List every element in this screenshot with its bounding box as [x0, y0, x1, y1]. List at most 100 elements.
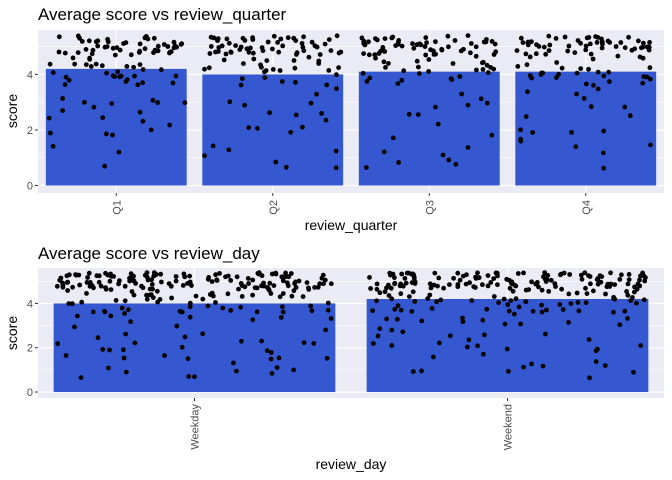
- data-point: [541, 274, 546, 280]
- data-point: [510, 288, 516, 294]
- data-point: [489, 39, 495, 44]
- data-point: [381, 149, 387, 155]
- data-point: [523, 114, 529, 119]
- data-point: [433, 104, 438, 110]
- data-point: [411, 45, 417, 51]
- data-point: [527, 73, 533, 78]
- data-point: [72, 324, 77, 330]
- data-point: [540, 363, 546, 369]
- data-point: [583, 300, 589, 306]
- data-point: [419, 368, 424, 374]
- data-point: [553, 284, 558, 289]
- data-point: [433, 39, 438, 45]
- data-point: [233, 43, 239, 48]
- data-point: [259, 338, 264, 344]
- data-point: [63, 353, 69, 358]
- data-point: [56, 34, 62, 40]
- data-point: [382, 49, 388, 54]
- data-point: [364, 79, 370, 84]
- data-point: [62, 82, 68, 87]
- data-point: [216, 45, 222, 50]
- data-point: [455, 270, 461, 276]
- data-point: [292, 65, 298, 71]
- data-point: [626, 272, 632, 277]
- data-point: [149, 277, 155, 283]
- data-point: [308, 100, 314, 106]
- data-point: [148, 292, 154, 297]
- data-point: [250, 50, 256, 56]
- chart-1-bars: [45, 68, 657, 186]
- data-point: [239, 76, 245, 81]
- data-point: [70, 301, 75, 307]
- data-point: [214, 277, 220, 283]
- data-point: [447, 282, 452, 287]
- data-point: [513, 283, 519, 289]
- data-point: [417, 71, 422, 76]
- data-point: [122, 311, 127, 316]
- chart-2-x-axis-title: review_day: [316, 456, 387, 472]
- chart-2-y-ticks: 0 2 4: [27, 298, 38, 399]
- data-point: [105, 36, 110, 42]
- data-point: [55, 341, 61, 347]
- x-tick-label-weekday: Weekday: [190, 404, 202, 450]
- data-point: [450, 61, 456, 66]
- data-point: [392, 275, 397, 280]
- data-point: [116, 149, 122, 155]
- data-point: [427, 292, 433, 298]
- data-point: [317, 52, 323, 57]
- data-point: [234, 368, 239, 374]
- data-point: [587, 375, 592, 381]
- data-point: [595, 69, 601, 75]
- data-point: [107, 278, 113, 284]
- data-point: [601, 128, 607, 134]
- data-point: [401, 68, 407, 74]
- data-point: [46, 115, 52, 121]
- data-point: [110, 132, 115, 138]
- data-point: [640, 270, 645, 276]
- data-point: [130, 277, 136, 283]
- data-point: [539, 287, 545, 293]
- data-point: [588, 104, 594, 110]
- data-point: [374, 281, 380, 287]
- data-point: [574, 70, 580, 76]
- data-point: [123, 79, 129, 84]
- data-point: [280, 43, 286, 49]
- data-point: [460, 319, 466, 325]
- data-point: [132, 73, 137, 79]
- data-point: [93, 39, 99, 45]
- data-point: [131, 292, 137, 298]
- data-point: [399, 43, 405, 49]
- data-point: [135, 82, 141, 88]
- data-point: [637, 277, 642, 283]
- data-point: [109, 101, 115, 106]
- data-point: [542, 270, 548, 275]
- data-point: [291, 288, 297, 294]
- data-point: [278, 315, 284, 320]
- data-point: [520, 40, 526, 45]
- data-point: [484, 100, 490, 106]
- data-point: [523, 51, 529, 57]
- data-point: [85, 275, 90, 280]
- data-point: [543, 331, 548, 337]
- data-point: [271, 33, 277, 39]
- data-point: [73, 272, 78, 277]
- data-point: [595, 86, 601, 92]
- data-point: [185, 356, 191, 362]
- data-point: [466, 337, 472, 343]
- data-point: [186, 374, 192, 379]
- data-point: [250, 35, 256, 40]
- data-point: [154, 288, 160, 294]
- data-point: [267, 110, 272, 116]
- data-point: [493, 270, 499, 276]
- data-point: [268, 291, 274, 296]
- data-point: [60, 284, 66, 290]
- data-point: [326, 37, 332, 42]
- data-point: [591, 288, 596, 294]
- data-point: [381, 59, 387, 65]
- data-point: [480, 282, 485, 288]
- data-point: [128, 319, 134, 325]
- data-point: [605, 281, 611, 287]
- data-point: [225, 291, 231, 297]
- data-point: [50, 143, 56, 149]
- data-point: [597, 273, 603, 279]
